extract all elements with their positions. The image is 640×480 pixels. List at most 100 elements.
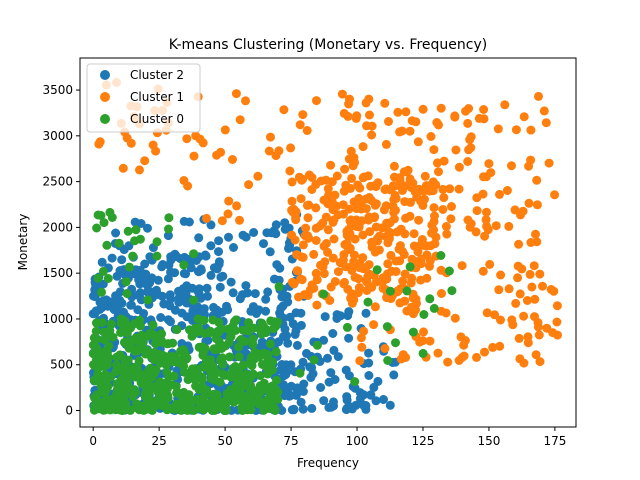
data-point-cluster-2 bbox=[306, 373, 316, 382]
data-point-cluster-2 bbox=[218, 271, 228, 281]
data-point-cluster-2 bbox=[261, 306, 271, 316]
data-point-cluster-0 bbox=[179, 260, 189, 270]
data-point-cluster-0 bbox=[179, 345, 188, 355]
data-point-cluster-0 bbox=[199, 362, 209, 372]
data-point-cluster-0 bbox=[363, 297, 373, 307]
data-point-cluster-1 bbox=[417, 238, 427, 248]
data-point-cluster-1 bbox=[191, 131, 201, 141]
data-point-cluster-0 bbox=[309, 355, 319, 365]
data-point-cluster-1 bbox=[347, 173, 357, 183]
data-point-cluster-2 bbox=[134, 275, 144, 285]
data-point-cluster-1 bbox=[365, 110, 374, 120]
data-point-cluster-1 bbox=[443, 357, 453, 367]
data-point-cluster-1 bbox=[224, 196, 234, 206]
data-point-cluster-1 bbox=[295, 120, 305, 130]
data-point-cluster-1 bbox=[341, 262, 351, 272]
data-point-cluster-0 bbox=[189, 249, 199, 259]
data-point-cluster-0 bbox=[117, 376, 127, 386]
data-point-cluster-0 bbox=[425, 294, 435, 304]
data-point-cluster-1 bbox=[456, 332, 466, 342]
data-point-cluster-2 bbox=[329, 397, 338, 407]
x-tick-label: 75 bbox=[283, 434, 298, 448]
data-point-cluster-2 bbox=[89, 291, 98, 301]
y-tick-label: 500 bbox=[50, 358, 73, 372]
data-point-cluster-1 bbox=[416, 275, 426, 285]
data-point-cluster-1 bbox=[400, 269, 410, 279]
data-point-cluster-1 bbox=[289, 204, 299, 214]
data-point-cluster-2 bbox=[215, 282, 225, 292]
data-point-cluster-0 bbox=[172, 325, 182, 335]
data-point-cluster-1 bbox=[398, 247, 408, 256]
y-tick-label: 2000 bbox=[42, 220, 73, 234]
data-point-cluster-1 bbox=[302, 126, 312, 135]
data-point-cluster-0 bbox=[152, 336, 162, 346]
data-point-cluster-0 bbox=[128, 251, 138, 261]
data-point-cluster-0 bbox=[222, 389, 232, 399]
data-point-cluster-2 bbox=[329, 345, 339, 355]
data-point-cluster-0 bbox=[234, 342, 243, 352]
data-point-cluster-0 bbox=[231, 383, 241, 393]
data-point-cluster-1 bbox=[339, 186, 349, 196]
data-point-cluster-0 bbox=[265, 339, 275, 349]
data-point-cluster-0 bbox=[140, 401, 150, 410]
data-point-cluster-0 bbox=[239, 399, 249, 409]
data-point-cluster-0 bbox=[271, 347, 281, 357]
data-point-cluster-1 bbox=[418, 104, 428, 114]
data-point-cluster-1 bbox=[202, 213, 211, 223]
data-point-cluster-1 bbox=[484, 159, 494, 169]
data-point-cluster-2 bbox=[307, 363, 317, 373]
data-point-cluster-2 bbox=[324, 377, 334, 387]
data-point-cluster-1 bbox=[235, 115, 245, 125]
data-point-cluster-0 bbox=[350, 377, 360, 387]
data-point-cluster-0 bbox=[107, 213, 117, 222]
data-point-cluster-1 bbox=[357, 342, 367, 352]
data-point-cluster-1 bbox=[548, 328, 558, 338]
data-point-cluster-1 bbox=[352, 111, 362, 121]
data-point-cluster-0 bbox=[234, 352, 244, 362]
data-point-cluster-1 bbox=[350, 234, 360, 244]
data-point-cluster-0 bbox=[218, 359, 228, 369]
data-point-cluster-1 bbox=[296, 252, 306, 262]
data-point-cluster-0 bbox=[208, 315, 218, 325]
data-point-cluster-1 bbox=[358, 142, 368, 152]
data-point-cluster-1 bbox=[323, 225, 333, 235]
data-point-cluster-0 bbox=[93, 210, 103, 220]
data-point-cluster-0 bbox=[90, 393, 99, 403]
data-point-cluster-2 bbox=[379, 395, 388, 404]
data-point-cluster-1 bbox=[315, 221, 325, 231]
data-point-cluster-0 bbox=[148, 320, 158, 330]
data-point-cluster-2 bbox=[350, 383, 360, 393]
data-point-cluster-2 bbox=[241, 281, 251, 291]
data-point-cluster-1 bbox=[496, 270, 506, 280]
data-point-cluster-1 bbox=[478, 266, 488, 276]
data-point-cluster-1 bbox=[183, 181, 193, 191]
data-point-cluster-1 bbox=[402, 306, 412, 316]
data-point-cluster-1 bbox=[359, 172, 369, 182]
data-point-cluster-0 bbox=[152, 251, 162, 261]
data-point-cluster-1 bbox=[235, 215, 244, 225]
data-point-cluster-0 bbox=[124, 343, 134, 353]
data-point-cluster-0 bbox=[269, 324, 279, 334]
data-point-cluster-1 bbox=[309, 249, 319, 259]
data-point-cluster-1 bbox=[353, 180, 363, 190]
data-point-cluster-2 bbox=[126, 300, 136, 310]
data-point-cluster-1 bbox=[297, 275, 307, 285]
data-point-cluster-0 bbox=[143, 295, 153, 305]
data-point-cluster-1 bbox=[312, 275, 322, 285]
data-point-cluster-1 bbox=[550, 190, 560, 200]
data-point-cluster-0 bbox=[115, 350, 125, 360]
data-point-cluster-0 bbox=[239, 378, 249, 388]
data-point-cluster-1 bbox=[439, 193, 449, 203]
data-point-cluster-1 bbox=[264, 146, 274, 156]
data-point-cluster-1 bbox=[429, 145, 439, 155]
data-point-cluster-2 bbox=[298, 404, 308, 414]
y-tick-label: 0 bbox=[65, 404, 73, 418]
data-point-cluster-1 bbox=[442, 229, 452, 239]
legend-marker-cluster-1 bbox=[100, 92, 110, 102]
data-point-cluster-1 bbox=[539, 106, 549, 116]
data-point-cluster-1 bbox=[406, 197, 415, 207]
legend: Cluster 2 Cluster 1 Cluster 0 bbox=[86, 63, 201, 133]
data-point-cluster-0 bbox=[93, 273, 103, 283]
data-point-cluster-2 bbox=[364, 358, 374, 368]
